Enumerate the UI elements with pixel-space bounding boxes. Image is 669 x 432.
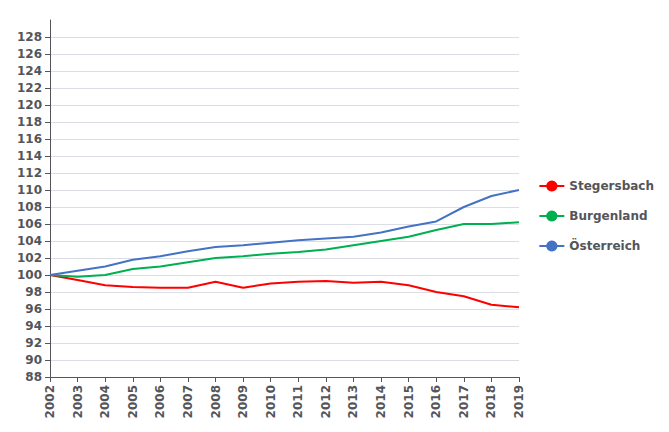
svg-text:2003: 2003 [71, 385, 85, 418]
svg-text:88: 88 [25, 370, 42, 384]
svg-text:116: 116 [17, 132, 42, 146]
svg-text:118: 118 [17, 115, 42, 129]
svg-text:102: 102 [17, 251, 42, 265]
svg-text:2004: 2004 [98, 385, 112, 418]
svg-text:92: 92 [25, 336, 42, 350]
svg-text:2016: 2016 [429, 385, 443, 418]
svg-text:2008: 2008 [209, 385, 223, 418]
svg-text:2011: 2011 [291, 385, 305, 418]
svg-text:2019: 2019 [512, 385, 526, 418]
svg-text:126: 126 [17, 47, 42, 61]
svg-text:114: 114 [17, 149, 42, 163]
svg-text:128: 128 [17, 30, 42, 44]
svg-text:Burgenland: Burgenland [569, 209, 647, 223]
svg-text:104: 104 [17, 234, 42, 248]
svg-text:120: 120 [17, 98, 42, 112]
svg-text:2013: 2013 [346, 385, 360, 418]
svg-text:Stegersbach: Stegersbach [569, 179, 654, 193]
svg-text:2018: 2018 [484, 385, 498, 418]
svg-text:2009: 2009 [236, 385, 250, 418]
svg-text:124: 124 [17, 64, 42, 78]
svg-text:2002: 2002 [43, 385, 57, 418]
svg-text:122: 122 [17, 81, 42, 95]
svg-text:98: 98 [25, 285, 42, 299]
svg-text:112: 112 [17, 166, 42, 180]
svg-text:90: 90 [25, 353, 42, 367]
svg-text:2005: 2005 [126, 385, 140, 418]
svg-text:94: 94 [25, 319, 42, 333]
svg-text:2007: 2007 [181, 385, 195, 418]
svg-text:2006: 2006 [153, 385, 167, 418]
svg-text:2014: 2014 [374, 385, 388, 418]
svg-text:108: 108 [17, 200, 42, 214]
svg-text:Österreich: Österreich [569, 238, 640, 253]
svg-text:106: 106 [17, 217, 42, 231]
svg-text:100: 100 [17, 268, 42, 282]
svg-text:96: 96 [25, 302, 42, 316]
svg-text:2010: 2010 [264, 385, 278, 418]
svg-text:2017: 2017 [457, 385, 471, 418]
svg-text:2012: 2012 [319, 385, 333, 418]
svg-text:2015: 2015 [402, 385, 416, 418]
svg-text:110: 110 [17, 183, 42, 197]
